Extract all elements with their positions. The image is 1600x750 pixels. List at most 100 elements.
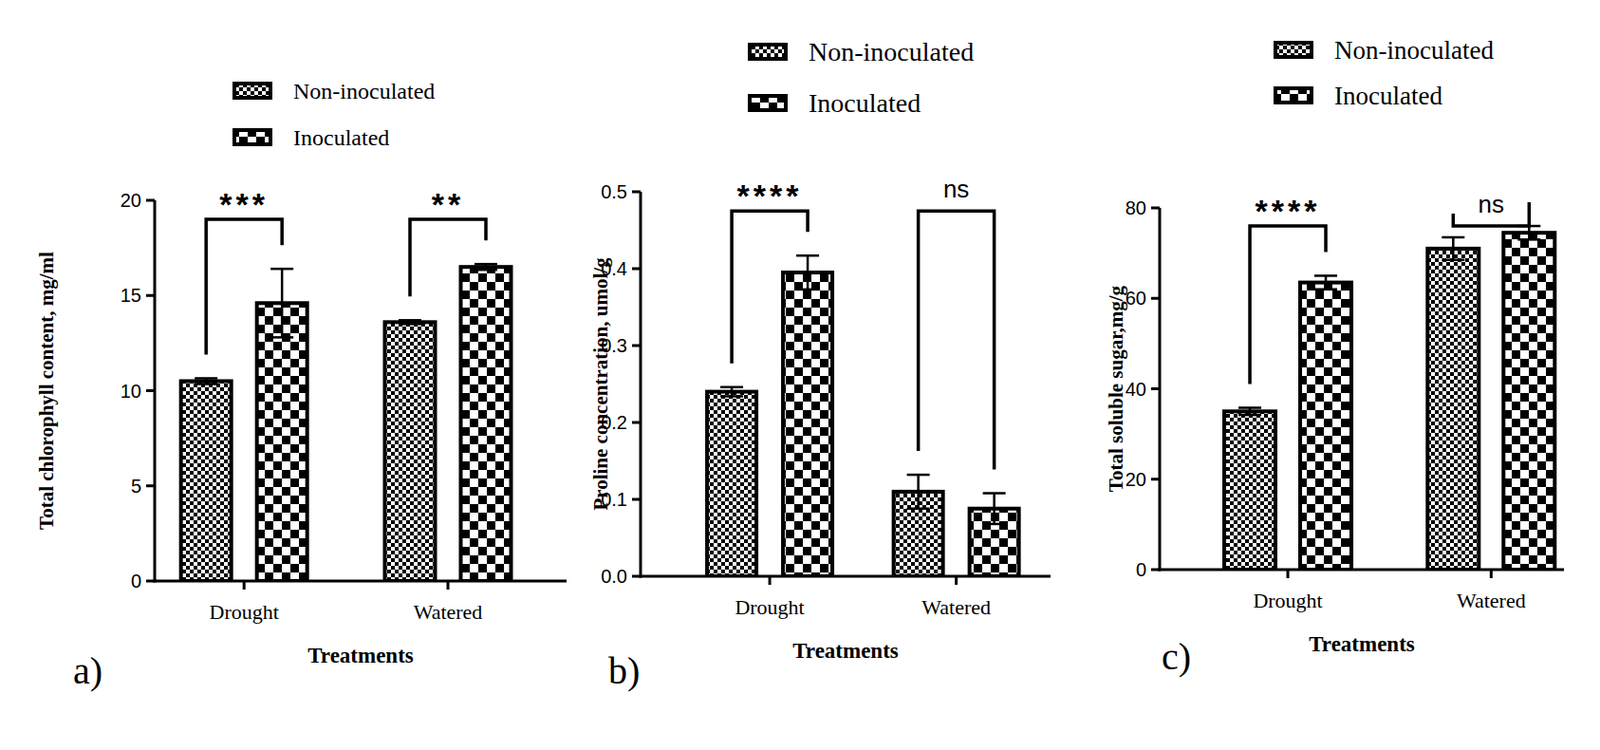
significance-bracket [205, 219, 282, 354]
bar [461, 266, 512, 581]
x-tick [446, 580, 450, 590]
error-bar [720, 387, 744, 397]
x-tick-label: Drought [209, 599, 280, 624]
error-bar [1314, 275, 1338, 289]
legend: Non-inoculated Inoculated [234, 78, 435, 150]
legend-swatch [234, 130, 271, 145]
bar [181, 380, 232, 581]
y-tick [632, 575, 641, 578]
y-tick-label: 5 [130, 475, 142, 497]
error-bar [1441, 237, 1465, 261]
error-bar [907, 474, 931, 509]
y-axis-label: Proline concentration, umol/g [589, 257, 613, 511]
panel: ****ns0.00.10.20.30.40.5DroughtWateredTr… [589, 37, 1051, 692]
significance-label: **** [737, 177, 803, 214]
x-axis-label: Treatments [792, 638, 899, 663]
bar [706, 391, 757, 577]
y-tick-label: 15 [120, 284, 142, 306]
y-tick [1151, 206, 1160, 210]
y-tick-label: 40 [1125, 378, 1147, 400]
legend: Non-inoculated Inoculated [749, 37, 974, 118]
error-bar [1517, 225, 1541, 240]
x-axis [1158, 568, 1565, 572]
x-tick-label: Drought [734, 595, 804, 619]
bar [1300, 282, 1352, 570]
significance-bracket [731, 210, 808, 363]
x-axis-label: Treatments [1308, 632, 1415, 656]
y-axis-label: Total chlorophyll content, mg/ml [35, 251, 58, 530]
legend-swatch [234, 83, 271, 98]
y-tick-label: 0.0 [600, 565, 628, 587]
legend-label: Non-inoculated [1334, 36, 1494, 65]
y-tick-label: 0 [130, 570, 142, 592]
legend-label: Non-inoculated [293, 78, 435, 104]
y-tick [632, 498, 641, 502]
panel: ****ns020406080DroughtWateredTreatmentsT… [1104, 36, 1564, 678]
bar [782, 272, 833, 577]
y-tick [632, 190, 641, 194]
y-tick-label: 20 [120, 189, 142, 211]
x-axis [153, 579, 568, 583]
bar [257, 302, 308, 581]
x-tick [954, 576, 958, 585]
y-axis [639, 191, 643, 578]
x-axis-label: Treatments [307, 643, 414, 668]
significance-label: ** [431, 186, 465, 223]
y-tick [1151, 477, 1160, 481]
bars [181, 263, 512, 581]
x-axis [639, 575, 1052, 578]
panel-label: b) [608, 649, 640, 692]
x-tick [1286, 569, 1290, 578]
legend-swatch [1275, 42, 1312, 57]
y-tick [632, 267, 641, 271]
bar [1224, 410, 1276, 570]
bars [1224, 225, 1555, 570]
y-tick [632, 344, 641, 348]
y-tick [1151, 387, 1160, 391]
x-tick-label: Watered [413, 599, 484, 624]
significance-bracket [409, 219, 486, 297]
y-tick [146, 483, 155, 487]
y-tick-label: 0.5 [600, 181, 628, 203]
legend-label: Inoculated [1334, 81, 1443, 111]
legend-swatch [749, 95, 786, 111]
significance-label: ns [943, 174, 969, 204]
x-tick-label: Drought [1252, 588, 1322, 613]
error-bar [398, 319, 422, 324]
error-bar [474, 263, 498, 270]
legend: Non-inoculated Inoculated [1275, 36, 1494, 111]
error-bar [796, 255, 819, 290]
y-axis-label: Total soluble sugar,mg/g [1104, 284, 1128, 492]
significance-bracket [1249, 225, 1326, 384]
y-tick-label: 10 [120, 380, 142, 402]
error-bar [194, 377, 218, 384]
y-tick [146, 389, 155, 392]
x-tick-label: Watered [1456, 588, 1526, 613]
error-bar [983, 493, 1006, 524]
significance-bracket [918, 210, 995, 469]
legend-label: Non-inoculated [808, 37, 974, 67]
bars [706, 255, 1020, 577]
x-tick [242, 580, 246, 590]
panel: *****05101520DroughtWateredTreatmentsTot… [35, 78, 567, 692]
y-tick [1151, 297, 1160, 300]
legend-label: Inoculated [808, 88, 921, 118]
y-tick [146, 199, 155, 203]
y-tick [146, 579, 155, 583]
significance-label: *** [219, 186, 269, 223]
significance-label: **** [1255, 192, 1321, 229]
x-tick-label: Watered [921, 595, 991, 619]
legend-swatch [749, 44, 786, 59]
y-tick [632, 421, 641, 425]
error-bar [270, 268, 294, 337]
figure: *****05101520DroughtWateredTreatmentsTot… [0, 0, 1600, 750]
panel-label: a) [73, 649, 103, 692]
y-tick [146, 294, 155, 298]
panel-label: c) [1161, 634, 1191, 678]
y-tick [1151, 568, 1160, 572]
significance-label: ns [1478, 189, 1505, 219]
legend-label: Inoculated [293, 125, 390, 150]
error-bar [1238, 408, 1262, 416]
bar [1503, 232, 1555, 570]
bar [1427, 248, 1479, 570]
